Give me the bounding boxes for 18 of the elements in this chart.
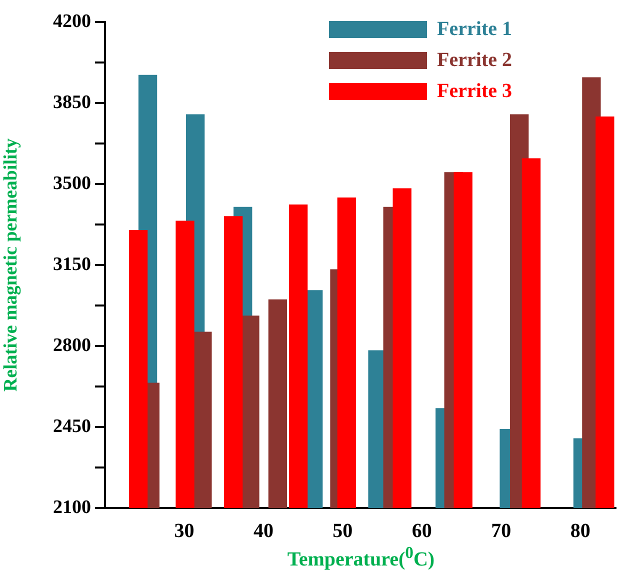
legend-label: Ferrite 1 xyxy=(437,18,512,41)
x-tick-label: 50 xyxy=(332,520,353,542)
y-tick-label: 2450 xyxy=(53,416,91,437)
x-tick-label: 70 xyxy=(491,520,512,542)
y-tick-label: 3150 xyxy=(53,254,91,275)
y-tick-label: 3500 xyxy=(53,172,91,194)
x-tick-label: 80 xyxy=(570,520,590,542)
x-tick-label: 30 xyxy=(174,520,194,542)
y-tick-label: 3850 xyxy=(53,92,91,113)
y-axis-title: Relative magnetic permeability xyxy=(0,138,22,392)
legend-label: Ferrite 3 xyxy=(437,80,512,103)
x-axis-title: Temperature($^{0}$C) xyxy=(286,543,436,572)
y-tick-label: 2100 xyxy=(53,496,91,518)
x-tick-label: 40 xyxy=(253,520,274,542)
legend-label: Ferrite 2 xyxy=(437,49,512,72)
y-tick-label: 2800 xyxy=(53,334,91,356)
y-tick-label: 4200 xyxy=(53,10,91,32)
x-tick-label: 60 xyxy=(412,520,432,542)
